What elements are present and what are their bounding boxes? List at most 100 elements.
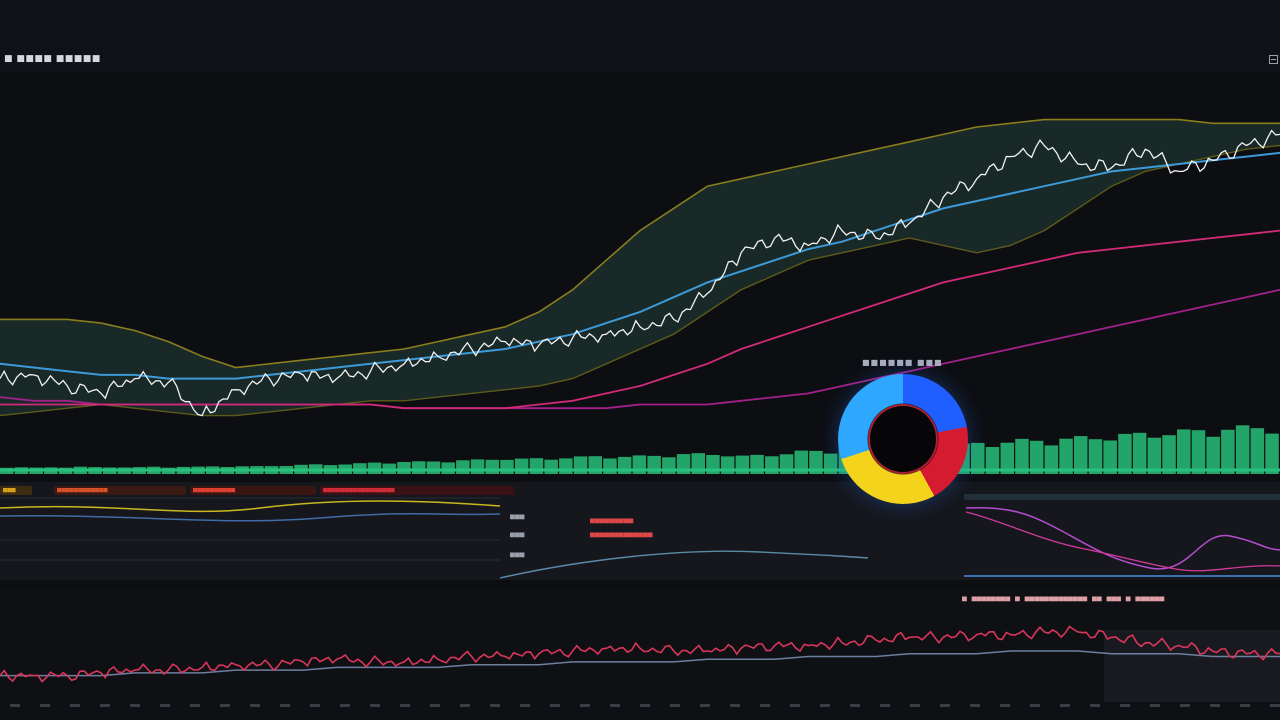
x-tick-mark bbox=[130, 704, 140, 707]
volume-bar bbox=[1015, 438, 1029, 474]
x-tick-mark bbox=[1210, 704, 1220, 707]
app-title: ■ ■■■■ ■■■■■ bbox=[4, 54, 101, 64]
x-axis-ticks bbox=[10, 704, 1280, 707]
x-tick-mark bbox=[700, 704, 710, 707]
x-tick-mark bbox=[730, 704, 740, 707]
x-tick-mark bbox=[190, 704, 200, 707]
mid-panel-lines bbox=[0, 497, 869, 579]
x-tick-mark bbox=[400, 704, 410, 707]
volume-bar bbox=[1162, 435, 1176, 474]
mid-line-blue bbox=[0, 512, 501, 522]
volume-bar bbox=[1235, 425, 1250, 474]
mid-line-yellow bbox=[0, 500, 501, 513]
right-panel-header bbox=[964, 494, 1280, 500]
volume-bar bbox=[603, 458, 617, 474]
x-tick-mark bbox=[520, 704, 530, 707]
volume-bar bbox=[1074, 436, 1088, 474]
indicator-pill-1[interactable]: ■■■ bbox=[0, 486, 32, 495]
x-tick-mark bbox=[760, 704, 770, 707]
x-tick-mark bbox=[1270, 704, 1280, 707]
right-panel-lines bbox=[964, 494, 1280, 577]
x-tick-mark bbox=[1000, 704, 1010, 707]
volume-bar bbox=[514, 458, 529, 474]
x-tick-mark bbox=[550, 704, 560, 707]
indicator-pill-3[interactable]: ■■■■■■■■■■ bbox=[190, 486, 316, 495]
volume-bar bbox=[985, 447, 1000, 474]
volume-bar bbox=[1221, 429, 1235, 474]
x-tick-mark bbox=[490, 704, 500, 707]
x-tick-mark bbox=[430, 704, 440, 707]
price-lines bbox=[0, 129, 1280, 417]
x-tick-mark bbox=[1240, 704, 1250, 707]
indicator-pill-2[interactable]: ■■■■■■■■■■■■ bbox=[54, 486, 186, 495]
x-tick-mark bbox=[1120, 704, 1130, 707]
volume-bar bbox=[1250, 428, 1265, 474]
mid-value-5: ■■■■■■■■■■■■■ bbox=[590, 530, 653, 539]
x-tick-mark bbox=[820, 704, 830, 707]
volume-bars bbox=[0, 425, 1280, 474]
volume-bar bbox=[441, 462, 455, 474]
right-line-magenta bbox=[965, 511, 1280, 572]
series-ma-slow bbox=[0, 229, 1280, 410]
volume-bar bbox=[1191, 430, 1206, 474]
volume-bar bbox=[456, 460, 470, 474]
x-tick-mark bbox=[1090, 704, 1100, 707]
x-tick-mark bbox=[280, 704, 290, 707]
series-ma-fast bbox=[0, 151, 1280, 380]
volume-bar bbox=[809, 450, 823, 474]
x-tick-mark bbox=[160, 704, 170, 707]
x-tick-mark bbox=[10, 704, 20, 707]
x-tick-mark bbox=[340, 704, 350, 707]
x-tick-mark bbox=[250, 704, 260, 707]
gauge-inner bbox=[868, 404, 938, 474]
volume-bar bbox=[1206, 436, 1220, 474]
mid-value-1: ■■■ bbox=[510, 512, 525, 521]
gauge-title: ■■■■■■ ■■■ bbox=[862, 358, 943, 367]
volume-bar bbox=[426, 461, 441, 474]
price-bands bbox=[0, 118, 1280, 417]
volume-bar bbox=[529, 458, 544, 474]
volume-bar bbox=[794, 450, 808, 474]
x-tick-mark bbox=[970, 704, 980, 707]
volume-bar bbox=[1118, 433, 1132, 474]
right-legend: ■ ■■■■■■■■ ■ ■■■■■■■■■■■■■ ■■ ■■■ ■ ■■■■… bbox=[962, 594, 1165, 603]
mid-value-3: ■■■ bbox=[510, 550, 525, 559]
volume-bar bbox=[1029, 440, 1044, 474]
x-tick-mark bbox=[310, 704, 320, 707]
gauge-ring bbox=[838, 374, 968, 504]
x-tick-mark bbox=[1180, 704, 1190, 707]
band-lower-line bbox=[0, 144, 1280, 417]
volume-bar bbox=[1147, 437, 1162, 474]
volume-bar bbox=[1103, 440, 1117, 474]
mid-value-2: ■■■ bbox=[510, 530, 525, 539]
volume-bar bbox=[544, 459, 558, 474]
x-tick-mark bbox=[910, 704, 920, 707]
x-tick-mark bbox=[370, 704, 380, 707]
indicator-pill-4[interactable]: ■■■■■■■■■■■■■■■■■ bbox=[320, 486, 514, 495]
x-tick-mark bbox=[640, 704, 650, 707]
x-tick-mark bbox=[940, 704, 950, 707]
expand-icon[interactable] bbox=[1269, 55, 1278, 64]
x-tick-mark bbox=[70, 704, 80, 707]
osc-line-red bbox=[0, 625, 1280, 683]
right-line-purple bbox=[965, 506, 1280, 570]
volume-bar bbox=[500, 459, 514, 474]
x-tick-mark bbox=[460, 704, 470, 707]
x-tick-mark bbox=[670, 704, 680, 707]
oscillator-panel-bg bbox=[0, 588, 1280, 720]
x-tick-mark bbox=[40, 704, 50, 707]
volume-bar bbox=[1059, 438, 1073, 474]
top-bar bbox=[0, 0, 1280, 72]
volume-bar bbox=[1000, 442, 1014, 474]
oscillator-right-shade bbox=[1104, 630, 1280, 702]
band-fill bbox=[0, 119, 1280, 416]
band-upper-line bbox=[0, 118, 1280, 369]
volume-bar bbox=[1265, 433, 1279, 474]
volume-bar bbox=[559, 458, 573, 474]
mid-value-4: ■■■■■■■■■ bbox=[590, 516, 634, 525]
volume-bar bbox=[412, 461, 426, 474]
volume-bar bbox=[470, 459, 485, 474]
volume-bar bbox=[1177, 429, 1191, 474]
volume-bar bbox=[971, 442, 985, 474]
